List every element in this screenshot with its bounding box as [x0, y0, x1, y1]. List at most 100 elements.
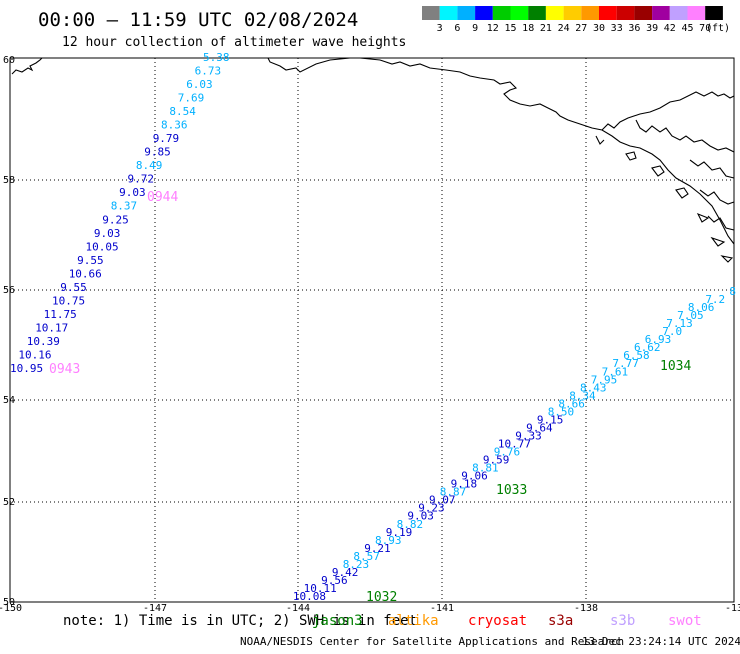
wave-height-value: 9.21	[364, 542, 391, 555]
satellite-name: cryosat	[468, 613, 527, 629]
wave-height-value: 7.2	[705, 293, 725, 306]
wave-height-value: 8.43	[580, 381, 607, 394]
legend-label: 45	[681, 23, 693, 34]
wave-height-value: 8.54	[169, 105, 196, 118]
wave-height-value: 8.06	[688, 301, 715, 314]
wave-height-tracks: 5.386.736.037.698.548.369.799.858.499.72…	[10, 51, 736, 605]
wave-height-value: 9.15	[537, 413, 564, 426]
wave-height-value: 7.13	[666, 317, 693, 330]
latitude-label: 56	[3, 285, 15, 296]
legend-label: 9	[472, 23, 478, 34]
wave-height-value: 11.75	[44, 308, 77, 321]
longitude-label: -150	[0, 603, 22, 614]
legend-label: 24	[558, 23, 570, 34]
legend-label: 39	[646, 23, 658, 34]
wave-height-value: 6.62	[634, 341, 661, 354]
latitude-label: 50	[3, 597, 15, 608]
legend-swatch	[439, 6, 458, 20]
coastline-alaska-mainland	[267, 57, 735, 245]
wave-height-value: 8.93	[375, 534, 402, 547]
pass-time-label: 1033	[496, 483, 527, 498]
legend-swatch	[616, 6, 635, 20]
legend-swatch	[510, 6, 529, 20]
legend-swatch	[652, 6, 670, 20]
legend-label: 3	[437, 23, 443, 34]
wave-height-value: 10.66	[69, 267, 102, 280]
map-border	[9, 57, 735, 603]
wave-height-value: 9.64	[526, 421, 553, 434]
wave-height-value: 8.50	[548, 405, 575, 418]
latitude-label: 52	[3, 497, 15, 508]
wave-height-value: 9.03	[119, 186, 146, 199]
wave-height-value: 10.16	[18, 349, 51, 362]
legend-swatch	[457, 6, 476, 20]
wave-height-value: 8.36	[161, 119, 188, 132]
wave-height-value: 8.49	[136, 159, 163, 172]
wave-height-value: 8.34	[569, 389, 596, 402]
wave-height-value: 10.75	[52, 294, 85, 307]
legend-swatch	[492, 6, 511, 20]
wave-height-value: 7.69	[178, 92, 205, 105]
wave-height-value: 9.42	[332, 566, 359, 579]
legend-swatch	[599, 6, 617, 20]
wave-height-value: 10.11	[304, 582, 337, 595]
satellite-name: jason3	[312, 613, 363, 629]
legend-label: 30	[593, 23, 605, 34]
legend-label: 12	[487, 23, 499, 34]
longitude-label: -144	[286, 603, 310, 614]
map-frame: 5.386.736.037.698.548.369.799.858.499.72…	[9, 51, 736, 605]
wave-height-value: 10.17	[35, 321, 68, 334]
coastline-islands	[595, 135, 734, 263]
legend-swatch	[528, 6, 546, 20]
longitude-label: -138	[574, 603, 598, 614]
wave-height-value: 8.57	[353, 550, 380, 563]
wave-height-value: 7.61	[602, 365, 629, 378]
graticule	[10, 58, 734, 602]
color-legend: 3 6 9 12 15 18 21 24 27 30 33 36 39 42 45 70(ft)	[422, 6, 730, 34]
longitude-label: -141	[430, 603, 454, 614]
pass-time-label: 1034	[660, 359, 691, 374]
wave-height-value: 8	[729, 285, 736, 298]
wave-height-value: 9.76	[494, 446, 521, 459]
wave-height-value: 9.07	[429, 494, 456, 507]
legend-swatch	[634, 6, 653, 20]
wave-height-value: 9.55	[60, 281, 87, 294]
legend-label: 6	[454, 23, 460, 34]
wave-height-value: 9.18	[451, 478, 478, 491]
legend-swatch	[687, 6, 706, 20]
satellite-name: swot	[668, 613, 702, 629]
wave-height-value: 9.79	[153, 132, 180, 145]
wave-height-value: 9.03	[94, 227, 121, 240]
wave-height-value: 9.55	[77, 254, 104, 267]
wave-height-value: 10.05	[86, 240, 119, 253]
satellite-name: s3b	[610, 613, 635, 629]
map-title: 00:00 — 11:59 UTC 02/08/2024	[38, 9, 358, 31]
legend-label: 42	[664, 23, 676, 34]
satellite-legend: jason3 altika cryosat s3a s3b swot	[312, 613, 702, 629]
footer-timestamp: 13 Dec 23:24:14 UTC 2024	[582, 635, 740, 648]
wave-height-value: 8.37	[111, 200, 138, 213]
coastline	[11, 57, 735, 263]
wave-height-value: 8.66	[558, 397, 585, 410]
satellite-name: altika	[388, 613, 439, 629]
wave-height-value: 7.77	[612, 357, 639, 370]
footer-source: NOAA/NESDIS Center for Satellite Applica…	[240, 635, 624, 648]
coastline-west-island	[11, 57, 43, 75]
wave-height-value: 9.03	[407, 510, 434, 523]
wave-height-value: 10.39	[27, 335, 60, 348]
wave-height-value: 6.73	[195, 65, 222, 78]
longitude-labels: -150 -147 -144 -141 -138 -13	[0, 603, 740, 614]
latitude-label: 54	[3, 395, 15, 406]
legend-label: 33	[611, 23, 623, 34]
wave-height-value: 6.03	[186, 78, 213, 91]
wave-height-value: 7.95	[591, 373, 618, 386]
wave-height-value: 9.25	[102, 213, 129, 226]
wave-height-value: 9.33	[515, 430, 542, 443]
legend-swatch	[545, 6, 564, 20]
pass-time-label: 1032	[366, 590, 397, 605]
wave-height-value: 9.56	[321, 574, 348, 587]
wave-height-value: 8.87	[440, 486, 467, 499]
latitude-label: 60	[3, 55, 15, 66]
legend-label: 21	[540, 23, 552, 34]
